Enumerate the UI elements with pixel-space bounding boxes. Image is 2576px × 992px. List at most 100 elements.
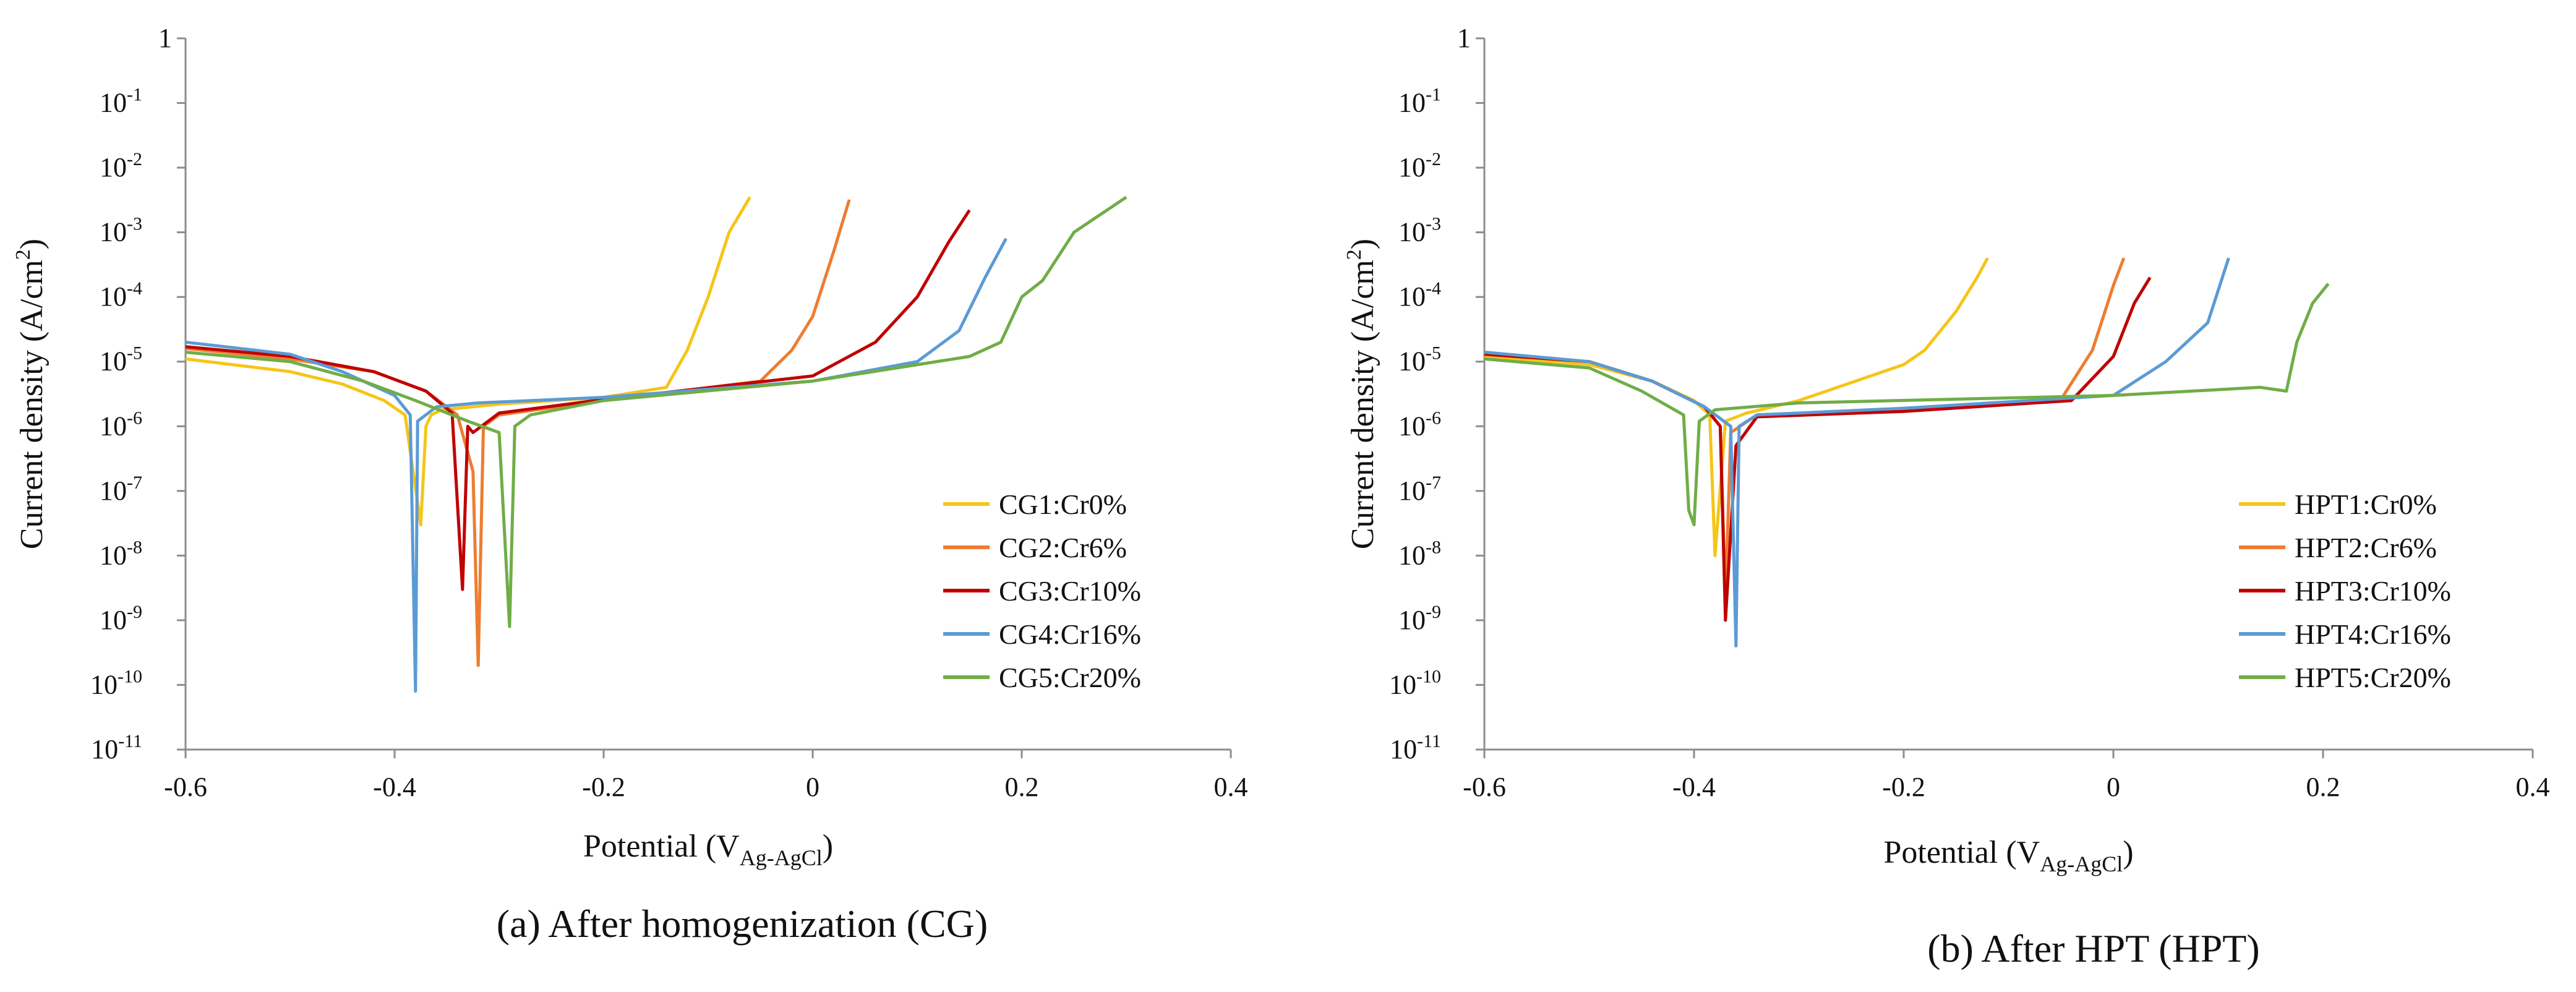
y-tick-base: 10: [100, 605, 127, 635]
y-tick-base: 10: [1398, 281, 1426, 312]
x-axis-label-sub: Ag-AgCl: [2040, 852, 2123, 876]
y-axis-label: Current density (A/cm2): [1343, 239, 1380, 549]
y-tick-label: 10-4: [1398, 278, 1441, 312]
y-tick-exponent: -10: [1416, 666, 1441, 686]
y-tick-label: 10-8: [100, 537, 142, 570]
y-tick-label: 10-2: [100, 149, 142, 182]
x-tick-label: -0.6: [1463, 772, 1506, 802]
y-tick-label: 10-10: [1389, 666, 1441, 699]
y-tick-exponent: -9: [127, 602, 142, 622]
y-tick-base: 10: [1398, 88, 1426, 118]
y-tick-base: 1: [1457, 23, 1471, 53]
legend-label: HPT2:Cr6%: [2295, 532, 2437, 563]
x-axis-label-sub: Ag-AgCl: [740, 845, 823, 870]
series-line-3: [185, 209, 971, 591]
legend-label: HPT3:Cr10%: [2295, 575, 2451, 607]
series-line-2: [185, 199, 851, 667]
y-tick-exponent: -5: [1426, 343, 1441, 364]
y-tick-exponent: -1: [1426, 85, 1441, 105]
y-tick-exponent: -8: [1426, 537, 1441, 557]
y-tick-base: 10: [1398, 540, 1426, 570]
y-tick-exponent: -2: [127, 149, 142, 169]
x-tick-label: 0: [2107, 772, 2120, 802]
y-tick-label: 10-3: [1398, 214, 1441, 247]
y-tick-label: 10-10: [90, 666, 142, 699]
y-tick-exponent: -2: [1426, 149, 1441, 169]
y-tick-label: 10-3: [100, 214, 142, 247]
x-axis-label: Potential (VAg-AgCl): [583, 829, 833, 870]
y-tick-label: 10-2: [1398, 149, 1441, 182]
y-tick-base: 10: [90, 669, 118, 699]
y-tick-base: 10: [1390, 734, 1417, 764]
y-tick-label: 10-7: [1398, 472, 1441, 506]
series-line-4: [1484, 257, 2230, 648]
x-tick-label: -0.6: [164, 772, 207, 802]
y-axis-label-tail: ): [1345, 239, 1380, 249]
y-tick-exponent: -9: [1426, 602, 1441, 622]
y-tick-exponent: -1: [127, 85, 142, 105]
series-line-3: [1484, 276, 2152, 622]
series-line-5: [185, 195, 1128, 628]
chart-panel-a: -0.6 -0.4 -0.2 0 0.2 0.4110-110-210-310-410-5…: [12, 23, 1248, 946]
y-tick-exponent: -11: [1417, 731, 1441, 751]
y-tick-base: 10: [100, 152, 127, 182]
legend-label: CG3:Cr10%: [999, 575, 1141, 607]
y-tick-label: 10-8: [1398, 537, 1441, 570]
x-tick-label: -0.4: [1672, 772, 1716, 802]
y-tick-exponent: -3: [127, 214, 142, 234]
y-tick-base: 10: [100, 281, 127, 312]
x-tick-label: 0.4: [1214, 772, 1248, 802]
y-tick-label: 10-11: [1390, 731, 1441, 764]
legend-label: CG1:Cr0%: [999, 489, 1127, 520]
y-tick-label: 1: [1457, 23, 1471, 53]
y-axis-label-text: Current density (A/cm: [14, 260, 49, 549]
y-tick-exponent: -5: [127, 343, 142, 364]
y-axis-label-sup: 2: [1343, 249, 1366, 260]
y-tick-label: 10-4: [100, 278, 142, 312]
y-tick-exponent: -4: [127, 278, 142, 299]
x-tick-label: 0.4: [2516, 772, 2550, 802]
series-line-4: [185, 237, 1008, 693]
y-tick-base: 10: [1398, 476, 1426, 506]
y-tick-base: 10: [1398, 217, 1426, 247]
y-tick-base: 10: [1398, 411, 1426, 441]
y-axis-label: Current density (A/cm2): [12, 239, 49, 549]
y-tick-label: 10-5: [100, 343, 142, 377]
panel-caption: (a) After homogenization (CG): [497, 902, 988, 946]
x-axis-label-text: Potential (V: [583, 829, 740, 864]
y-tick-base: 10: [1398, 152, 1426, 182]
y-tick-exponent: -8: [127, 537, 142, 557]
legend: CG1:Cr0% CG2:Cr6% CG3:Cr10% CG4:Cr16% CG5:Cr…: [943, 489, 1141, 693]
x-tick-label: 0.2: [2306, 772, 2340, 802]
y-tick-label: 10-6: [100, 408, 142, 441]
y-tick-label: 10-11: [91, 731, 142, 764]
legend-label: CG5:Cr20%: [999, 662, 1141, 693]
y-tick-base: 10: [100, 88, 127, 118]
y-tick-base: 10: [1398, 605, 1426, 635]
series-line-1: [185, 196, 751, 526]
y-tick-base: 10: [100, 540, 127, 570]
y-tick-label: 10-6: [1398, 408, 1441, 441]
legend: HPT1:Cr0% HPT2:Cr6% HPT3:Cr10% HPT4:Cr16% HP…: [2239, 489, 2451, 693]
y-tick-exponent: -10: [118, 666, 142, 686]
x-axis-label-text: Potential (V: [1883, 835, 2040, 870]
y-tick-exponent: -3: [1426, 214, 1441, 234]
series-line-5: [1484, 283, 2330, 526]
x-tick-label: -0.4: [373, 772, 416, 802]
legend-label: HPT1:Cr0%: [2295, 489, 2437, 520]
y-tick-exponent: -7: [127, 472, 142, 493]
y-tick-label: 10-5: [1398, 343, 1441, 377]
x-axis-label-tail: ): [2123, 835, 2133, 870]
y-tick-exponent: -7: [1426, 472, 1441, 493]
y-tick-exponent: -4: [1426, 278, 1441, 299]
y-tick-base: 10: [100, 217, 127, 247]
x-axis-label-tail: ): [823, 829, 833, 864]
y-tick-base: 10: [1389, 669, 1416, 699]
chart-panel-b: -0.6 -0.4 -0.2 0 0.2 0.4110-110-210-310-410-5…: [1343, 23, 2550, 970]
x-tick-label: -0.2: [582, 772, 625, 802]
y-tick-label: 10-7: [100, 472, 142, 506]
y-tick-base: 10: [91, 734, 118, 764]
panel-caption: (b) After HPT (HPT): [1927, 926, 2259, 970]
